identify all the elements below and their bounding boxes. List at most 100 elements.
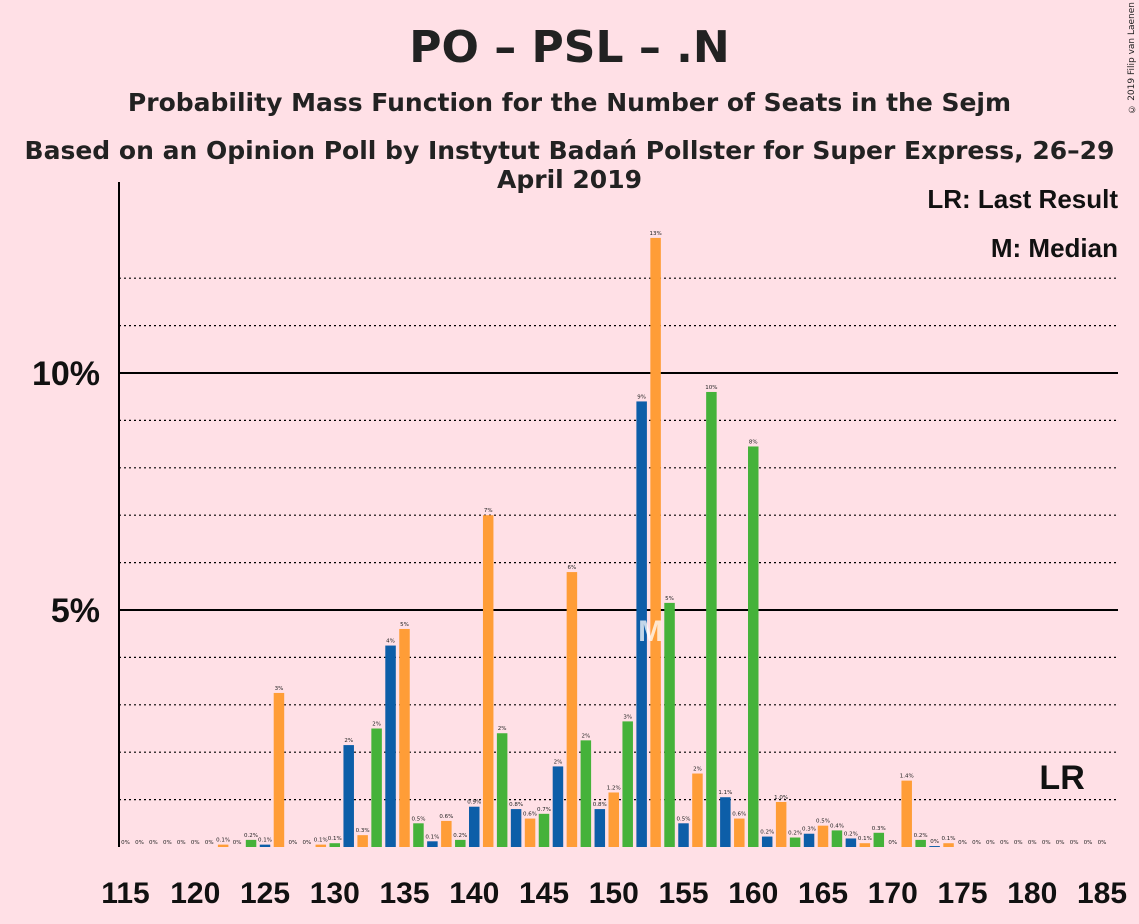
bar-value-label: 0%: [1000, 840, 1009, 846]
bar-value-label: 0%: [233, 840, 242, 846]
bar-value-label: 0.2%: [844, 831, 858, 837]
bar: [692, 773, 703, 847]
bar: [524, 818, 536, 847]
bar: [706, 391, 717, 847]
bar-value-label: 2%: [344, 738, 353, 744]
bar-value-label: 0.1%: [425, 834, 439, 840]
bar: [608, 792, 619, 847]
legend-last-result: LR: Last Result: [927, 184, 1118, 214]
bar: [315, 844, 327, 847]
bar: [734, 818, 745, 847]
bar: [217, 844, 229, 847]
bar-value-label: 1.4%: [900, 774, 914, 780]
bar-value-label: 0.1%: [858, 836, 872, 842]
bar-series: [217, 237, 954, 847]
bar-value-label: 0.6%: [439, 814, 453, 820]
bar-value-label: 0.4%: [830, 823, 844, 829]
chart-source-subtitle: Based on an Opinion Poll by Instytut Bad…: [24, 136, 1115, 194]
bar-value-label: 0%: [930, 839, 939, 845]
bar: [775, 801, 787, 847]
bar-value-label: 2%: [693, 767, 702, 773]
bar-value-label: 3%: [623, 714, 632, 720]
last-result-marker: LR: [1039, 759, 1084, 797]
bar: [552, 766, 564, 847]
bar-value-label: 0.7%: [537, 807, 551, 813]
bar: [566, 572, 578, 847]
bar: [538, 813, 550, 847]
bar: [385, 645, 396, 847]
bar: [817, 825, 829, 847]
bar: [873, 832, 885, 847]
x-tick-label: 115: [101, 877, 149, 910]
bar-value-label: 0.5%: [411, 816, 425, 822]
bar-value-label: 0.1%: [258, 838, 272, 844]
bar-value-label: 0.2%: [914, 833, 928, 839]
bar-value-label: 0%: [1056, 840, 1065, 846]
bar-value-label: 0%: [958, 840, 967, 846]
bar-value-label: 3%: [275, 686, 284, 692]
bar: [831, 830, 843, 847]
bar-value-label: 0.2%: [760, 830, 774, 836]
gridlines: [119, 277, 1118, 801]
x-tick-label: 160: [728, 877, 778, 910]
bar: [259, 844, 271, 847]
bar-value-label: 0.2%: [453, 833, 467, 839]
bar-value-label: 0.5%: [816, 819, 830, 825]
bar-value-label: 0%: [986, 840, 995, 846]
bar: [273, 692, 285, 847]
chart-title: PO – PSL – .N: [409, 22, 730, 73]
bar-value-label: 0%: [1014, 840, 1023, 846]
x-tick-label: 125: [240, 877, 290, 910]
bar: [329, 843, 340, 847]
bar: [636, 401, 647, 847]
x-tick-label: 135: [379, 877, 429, 910]
bar: [678, 823, 689, 847]
bar-value-label: 0%: [289, 840, 298, 846]
bar-value-label: 8%: [749, 439, 758, 445]
bar: [441, 820, 452, 847]
bar-value-label: 0%: [121, 840, 130, 846]
median-marker: M: [638, 615, 663, 648]
bar: [622, 721, 633, 847]
bar-value-label: 0%: [1070, 840, 1079, 846]
bar: [245, 839, 257, 847]
bar-value-label: 0.5%: [677, 816, 691, 822]
x-tick-label: 150: [589, 877, 639, 910]
bar: [510, 809, 522, 847]
bar: [399, 628, 410, 847]
bar-value-label: 0%: [205, 840, 214, 846]
x-tick-label: 185: [1077, 877, 1127, 910]
bar-value-label: 0%: [163, 840, 172, 846]
bar-value-label: 0%: [177, 840, 186, 846]
bar-value-label: 13%: [649, 231, 661, 237]
bar-value-label: 0.3%: [872, 826, 886, 832]
bar-value-label: 0.6%: [732, 812, 746, 818]
bar-value-label: 0.2%: [244, 833, 258, 839]
bar-value-label: 2%: [498, 726, 507, 732]
axes: 5% 10% 115 120 125 130 135 140 145 150 155 160 165 17…: [32, 182, 1127, 910]
bar-value-label: 0%: [135, 840, 144, 846]
bar-value-label: 0.1%: [942, 836, 956, 842]
bar: [413, 823, 424, 847]
x-tick-label: 140: [449, 877, 499, 910]
bar-value-label: 0.1%: [328, 836, 342, 842]
bar: [664, 602, 675, 847]
bar-value-label: 0.3%: [802, 827, 816, 833]
bar-value-label: 0.9%: [467, 800, 481, 806]
x-tick-label: 175: [937, 877, 987, 910]
bar-value-label: 7%: [484, 508, 493, 514]
bar-value-label: 10%: [705, 385, 717, 391]
bar-value-label: 9%: [637, 394, 646, 400]
bar-value-label: 0.2%: [788, 831, 802, 837]
bar-value-label: 0.8%: [593, 802, 607, 808]
bar-value-label: 0.6%: [523, 812, 537, 818]
bar-value-label: 0%: [888, 840, 897, 846]
bar-value-label: 5%: [400, 622, 409, 628]
bar-value-label: 0%: [149, 840, 158, 846]
bar: [845, 838, 857, 847]
chart-subtitle: Probability Mass Function for the Number…: [127, 88, 1012, 117]
bar: [803, 833, 815, 847]
bar-value-label: 1.2%: [607, 785, 621, 791]
bar-value-label: 4%: [386, 639, 395, 645]
